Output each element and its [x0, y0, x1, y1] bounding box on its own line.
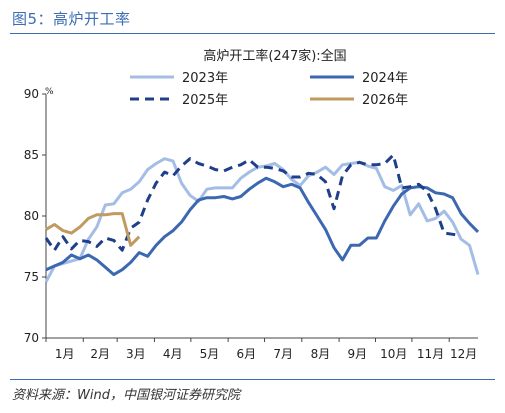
x-axis: 1月 2月 3月 4月 5月 6月 7月 8月 9月 10月 11月 12月 — [45, 337, 478, 361]
series-line-1 — [45, 176, 480, 277]
x-tick-label: 7月 — [273, 347, 293, 361]
series-line-0 — [44, 157, 480, 283]
series-line-2 — [44, 153, 462, 252]
x-tick-label: 1月 — [55, 347, 75, 361]
x-tick-label: 5月 — [200, 347, 220, 361]
series-line-3 — [45, 212, 141, 247]
figure-title: 图5：高炉开工率 — [12, 10, 131, 28]
x-tick-label: 4月 — [163, 347, 183, 361]
legend-label-2: 2025年 — [182, 93, 228, 108]
x-tick-label: 11月 — [417, 347, 444, 361]
series-layer — [44, 153, 480, 283]
legend-label-0: 2023年 — [182, 71, 228, 86]
source-note: 资料来源：Wind，中国银河证券研究院 — [12, 388, 240, 403]
title-rule — [10, 33, 495, 34]
line-chart: 高炉开工率(247家):全国 2023年 2024年 2025年 2026年 % 90… — [24, 48, 480, 361]
y-axis-unit: % — [45, 87, 54, 97]
y-axis: 90 85 80 75 70 — [24, 87, 47, 345]
legend-label-1: 2024年 — [362, 71, 408, 86]
y-tick-label: 85 — [24, 148, 39, 162]
x-tick-label: 10月 — [380, 347, 407, 361]
y-tick-label: 80 — [24, 209, 39, 223]
legend-label-3: 2026年 — [362, 93, 408, 108]
y-tick-label: 75 — [24, 270, 39, 284]
x-tick-label: 9月 — [347, 347, 367, 361]
y-tick-label: 90 — [24, 87, 39, 101]
x-tick-label: 6月 — [237, 347, 257, 361]
x-tick-label: 3月 — [126, 347, 146, 361]
x-tick-label: 2月 — [90, 347, 110, 361]
source-rule — [10, 379, 495, 380]
chart-legend: 2023年 2024年 2025年 2026年 — [130, 71, 408, 108]
x-tick-label: 8月 — [311, 347, 331, 361]
chart-title: 高炉开工率(247家):全国 — [203, 48, 346, 64]
x-tick-label: 12月 — [450, 347, 477, 361]
y-tick-label: 70 — [24, 331, 39, 345]
